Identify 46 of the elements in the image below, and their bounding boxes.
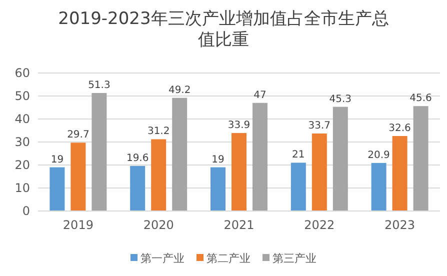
data-label: 32.6 bbox=[388, 123, 411, 134]
bar bbox=[413, 106, 428, 211]
data-label: 19 bbox=[212, 154, 224, 166]
bar bbox=[392, 136, 408, 211]
bar bbox=[290, 162, 306, 211]
y-tick-label: 50 bbox=[14, 89, 30, 103]
y-tick-label: 40 bbox=[14, 112, 30, 126]
chart-title: 2019-2023年三次产业增加值占全市生产总值比重 bbox=[58, 9, 389, 50]
data-label: 33.7 bbox=[308, 120, 331, 132]
data-label: 33.9 bbox=[228, 120, 250, 132]
data-label: 20.9 bbox=[368, 150, 390, 161]
bar bbox=[210, 167, 226, 211]
bar bbox=[130, 166, 146, 211]
legend-label: 第二产业 bbox=[206, 252, 250, 265]
y-tick-label: 10 bbox=[14, 181, 30, 195]
bar bbox=[252, 102, 268, 211]
data-label: 19.6 bbox=[126, 152, 149, 164]
bar bbox=[70, 142, 86, 211]
bar bbox=[50, 167, 65, 211]
data-label: 31.2 bbox=[147, 126, 170, 138]
data-label: 29.7 bbox=[67, 130, 90, 141]
data-label: 19 bbox=[50, 154, 64, 166]
y-tick-label: 60 bbox=[14, 66, 30, 80]
x-tick-label: 2023 bbox=[384, 218, 416, 232]
x-tick-label: 2020 bbox=[143, 218, 174, 232]
y-tick-label: 0 bbox=[22, 204, 30, 218]
bar bbox=[151, 139, 166, 211]
bar bbox=[92, 93, 107, 211]
data-label: 47 bbox=[254, 90, 266, 101]
bar bbox=[232, 133, 246, 211]
data-label: 21 bbox=[292, 150, 305, 161]
x-tick-label: 2019 bbox=[62, 218, 94, 232]
x-tick-label: 2022 bbox=[304, 218, 335, 232]
data-label: 45.6 bbox=[410, 93, 432, 104]
data-label: 51.3 bbox=[88, 80, 110, 92]
y-tick-label: 20 bbox=[14, 158, 30, 172]
bar bbox=[312, 133, 327, 211]
bar bbox=[172, 98, 188, 211]
y-tick-label: 30 bbox=[14, 135, 30, 149]
bar bbox=[332, 106, 348, 211]
x-tick-label: 2021 bbox=[224, 218, 254, 232]
bar bbox=[371, 162, 386, 211]
data-label: 49.2 bbox=[168, 84, 191, 96]
legend-label: 第一产业 bbox=[140, 252, 184, 265]
data-label: 45.3 bbox=[329, 94, 352, 105]
legend-label: 第三产业 bbox=[272, 252, 316, 265]
